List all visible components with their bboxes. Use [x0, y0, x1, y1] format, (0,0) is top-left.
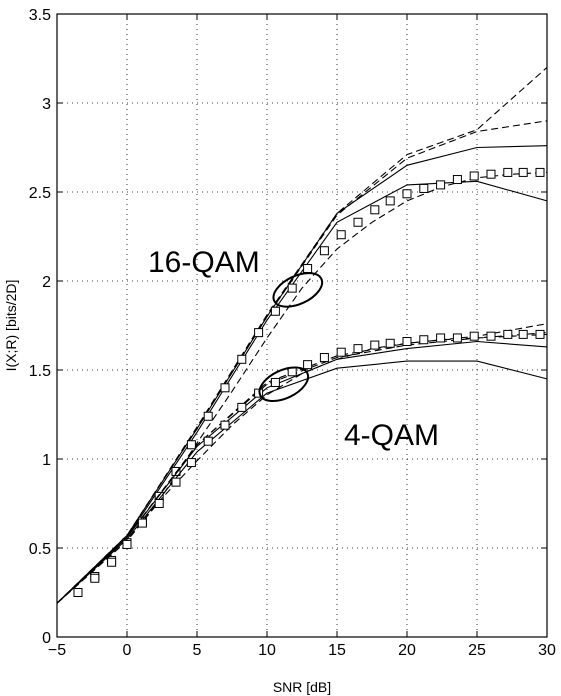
square-marker — [402, 337, 412, 347]
square-marker — [319, 246, 329, 256]
series-annotation-label: 16-QAM — [148, 246, 260, 279]
x-tick-label: 30 — [538, 642, 556, 659]
square-marker — [518, 329, 528, 339]
y-tick-label: 1 — [42, 452, 51, 469]
square-marker — [254, 328, 264, 338]
y-tick-label: 1.5 — [29, 363, 51, 380]
square-marker — [469, 171, 479, 181]
series-annotation-label: 4-QAM — [344, 419, 439, 452]
square-marker — [469, 331, 479, 341]
square-marker — [186, 458, 196, 468]
x-tick-label: 5 — [193, 642, 202, 659]
y-tick-label: 3 — [42, 96, 51, 113]
x-tick-label: 0 — [123, 642, 132, 659]
y-tick-label: 2 — [42, 274, 51, 291]
series-group-ellipse — [258, 366, 310, 403]
square-marker — [171, 477, 181, 487]
square-marker — [270, 377, 280, 387]
square-marker — [220, 420, 230, 430]
square-marker — [203, 436, 213, 446]
square-marker — [122, 539, 132, 549]
square-marker — [303, 264, 313, 274]
dashed-series-line — [56, 333, 548, 604]
square-marker — [319, 353, 329, 363]
square-marker — [353, 344, 363, 354]
x-axis-label: SNR [dB] — [273, 679, 331, 695]
square-marker — [370, 340, 380, 350]
grid — [57, 14, 547, 637]
square-marker — [385, 338, 395, 348]
dashed-series-line — [56, 323, 548, 604]
square-marker — [486, 169, 496, 179]
square-marker — [336, 347, 346, 357]
x-tick-label: 25 — [468, 642, 486, 659]
square-marker — [419, 183, 429, 193]
square-marker — [220, 383, 230, 393]
square-marker — [336, 230, 346, 240]
square-marker — [171, 466, 181, 476]
annotation-layer: 16-QAM 4-QAM — [148, 246, 439, 452]
square-marker — [353, 217, 363, 227]
y-tick-label: 0.5 — [29, 541, 51, 558]
series-group-ellipse — [272, 272, 324, 308]
square-marker — [237, 402, 247, 412]
square-marker — [287, 367, 297, 377]
x-tick-label: 20 — [398, 642, 416, 659]
x-tick-label: 15 — [328, 642, 346, 659]
square-marker — [419, 335, 429, 345]
square-marker — [203, 411, 213, 421]
x-tick-label: −5 — [48, 642, 66, 659]
axes-frame — [56, 13, 548, 638]
square-marker — [535, 167, 545, 177]
y-tick-label: 3.5 — [29, 7, 51, 24]
square-marker — [137, 518, 147, 528]
square-marker — [452, 175, 462, 185]
square-marker — [503, 167, 513, 177]
solid-series-line — [56, 360, 548, 604]
square-marker — [402, 189, 412, 199]
square-marker — [154, 499, 164, 508]
x-tick-label: 10 — [258, 642, 276, 659]
dashed-series-line — [56, 66, 548, 604]
square-marker — [503, 329, 513, 339]
square-marker — [237, 354, 247, 364]
square-marker — [186, 440, 196, 450]
square-marker — [73, 588, 83, 597]
y-tick-label: 0 — [42, 630, 51, 647]
square-marker — [436, 180, 446, 190]
square-marker — [518, 167, 528, 177]
square-marker — [270, 306, 280, 316]
y-tick-label: 2.5 — [29, 185, 51, 202]
series-layer — [56, 66, 548, 604]
square-marker — [107, 557, 117, 567]
square-marker — [486, 331, 496, 341]
square-marker — [535, 329, 545, 339]
square-marker — [303, 360, 313, 370]
dashed-series-line — [56, 120, 548, 604]
y-axis-label: I(X;R) [bits/2D] — [3, 280, 19, 372]
square-marker — [287, 283, 297, 293]
square-marker — [90, 573, 100, 583]
square-marker — [436, 333, 446, 343]
square-marker — [385, 196, 395, 206]
square-marker — [370, 205, 380, 215]
square-marker — [452, 333, 462, 343]
